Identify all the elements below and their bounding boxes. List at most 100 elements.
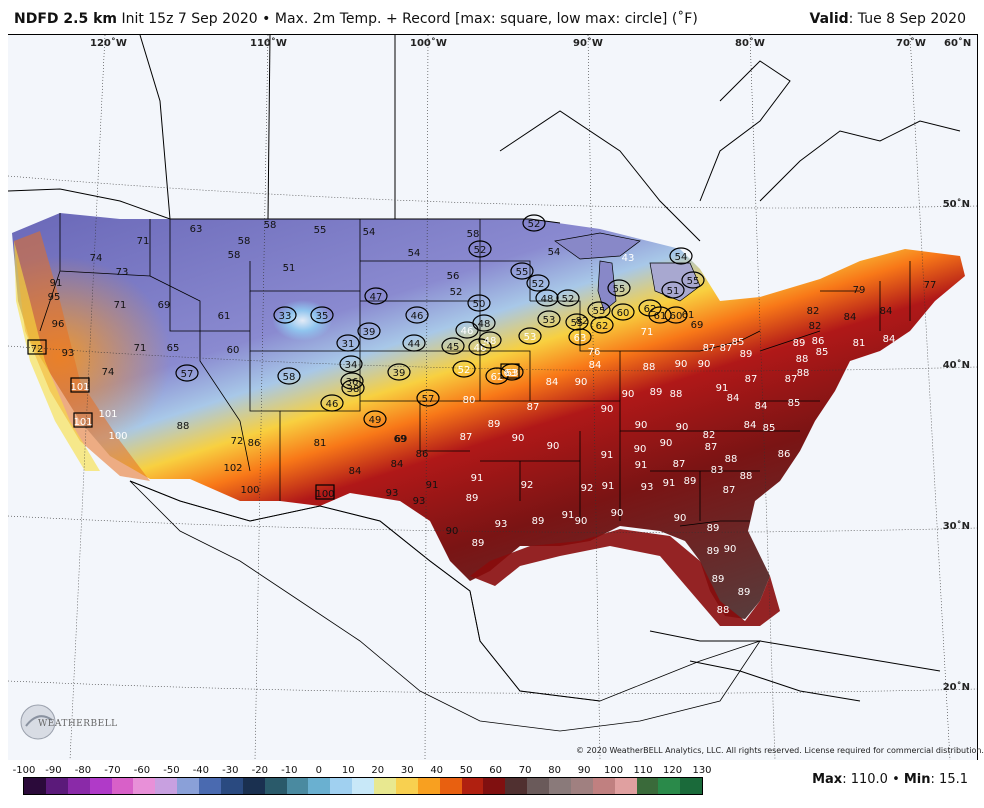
record-low-max-marker: 36 bbox=[340, 372, 364, 390]
record-square bbox=[315, 484, 335, 500]
temperature-text: 91 bbox=[663, 478, 676, 489]
record-low-max-marker: 58 bbox=[277, 367, 301, 385]
temperature-text: 101 bbox=[70, 382, 89, 393]
temperature-text: 84 bbox=[349, 466, 362, 477]
temperature-value: 84 bbox=[589, 360, 602, 371]
temperature-value: 56 bbox=[447, 271, 460, 282]
gulf-warm-band bbox=[470, 529, 780, 626]
temperature-value: 82 bbox=[703, 430, 716, 441]
temperature-value: 90 bbox=[635, 420, 648, 431]
temperature-value: 89 bbox=[740, 349, 753, 360]
temperature-text: 87 bbox=[785, 374, 798, 385]
temperature-text: 90 bbox=[575, 516, 588, 527]
temperature-text: 84 bbox=[880, 306, 893, 317]
temperature-value: 93 bbox=[386, 488, 399, 499]
max-label: Max bbox=[812, 772, 843, 787]
temperature-value: 73 bbox=[116, 267, 129, 278]
temperature-value: 51 bbox=[283, 263, 296, 274]
colorbar-swatch bbox=[636, 778, 659, 794]
temperature-text: 89 bbox=[712, 574, 725, 585]
temperature-value: 85 bbox=[788, 398, 801, 409]
temperature-text: 88 bbox=[725, 454, 738, 465]
colorbar-swatch bbox=[549, 778, 571, 794]
init-time: Init 15z 7 Sep 2020 bbox=[121, 11, 258, 27]
colorbar-swatch bbox=[220, 778, 243, 794]
temperature-text: 45 bbox=[447, 342, 460, 353]
record-low-max-marker: 62 bbox=[485, 367, 509, 385]
temperature-value: 80 bbox=[463, 395, 476, 406]
temperature-value: 54 bbox=[408, 248, 421, 259]
temperature-text: 90 bbox=[675, 359, 688, 370]
temperature-text: 100 bbox=[315, 489, 334, 500]
colorbar-swatch bbox=[67, 778, 90, 794]
colorbar-swatch bbox=[177, 778, 199, 794]
record-low-max-marker: 48 bbox=[472, 314, 496, 332]
temperature-value: 84 bbox=[844, 312, 857, 323]
temperature-text: 88 bbox=[643, 362, 656, 373]
temperature-text: 90 bbox=[698, 359, 711, 370]
temperature-value: 93 bbox=[641, 482, 654, 493]
colorbar-tick-label: -40 bbox=[192, 765, 210, 776]
valid-date: : Tue 8 Sep 2020 bbox=[848, 11, 966, 27]
colorbar-swatch bbox=[286, 778, 309, 794]
colorbar-tick-label: 130 bbox=[692, 765, 712, 776]
temperature-text: 102 bbox=[223, 463, 242, 474]
coastlines bbox=[8, 35, 961, 702]
record-circle bbox=[669, 247, 693, 265]
temperature-value: 84 bbox=[883, 334, 896, 345]
record-low-max-marker: 52 bbox=[556, 289, 580, 307]
temperature-value: 90 bbox=[575, 377, 588, 388]
record-circle bbox=[661, 281, 685, 299]
temperature-text: 93 bbox=[641, 482, 654, 493]
temperature-text: 39 bbox=[393, 368, 406, 379]
min-value: : 15.1 bbox=[930, 772, 968, 787]
temperature-value: 88 bbox=[796, 354, 809, 365]
temperature-text: 100 bbox=[240, 485, 259, 496]
record-low-max-marker: 46 bbox=[405, 306, 429, 324]
colorbar-swatch bbox=[242, 778, 265, 794]
temperature-text: 82 bbox=[576, 316, 589, 327]
temperature-text: 54 bbox=[675, 252, 688, 263]
temperature-value: 72 bbox=[231, 436, 244, 447]
temperature-value: 79 bbox=[853, 285, 866, 296]
colorbar-tick-label: -100 bbox=[12, 765, 36, 776]
temperature-text: 81 bbox=[314, 438, 327, 449]
record-circle bbox=[537, 310, 561, 328]
record-low-max-marker: 54 bbox=[669, 247, 693, 265]
temperature-value: 89 bbox=[793, 338, 806, 349]
map-frame[interactable]: 71 74 73 91 95 71 69 96 61 71 65 60 93 74 101 100 88 72 86… bbox=[8, 34, 978, 760]
colorbar-tick-label: 20 bbox=[371, 765, 385, 776]
temperature-text: 60 bbox=[670, 311, 683, 322]
record-low-max-marker: 55 bbox=[510, 262, 534, 280]
temperature-value: 90 bbox=[446, 526, 459, 537]
temperature-text: 39 bbox=[363, 327, 376, 338]
record-circle bbox=[535, 289, 559, 307]
temperature-text: 89 bbox=[466, 493, 479, 504]
temperature-value: 58 bbox=[264, 220, 277, 231]
temperature-text: 58 bbox=[238, 236, 251, 247]
temperature-text: 79 bbox=[853, 285, 866, 296]
colorbar-swatch bbox=[592, 778, 615, 794]
temperature-value: 88 bbox=[725, 454, 738, 465]
record-low-max-marker: 55 bbox=[607, 279, 631, 297]
temperature-value: 84 bbox=[744, 420, 757, 431]
record-circle bbox=[452, 360, 476, 378]
temperature-text: 87 bbox=[527, 402, 540, 413]
temperature-text: 92 bbox=[521, 480, 534, 491]
max-value: : 110.0 bbox=[842, 772, 888, 787]
temperature-value: 54 bbox=[548, 247, 561, 258]
colorbar-tick-label: -10 bbox=[281, 765, 298, 776]
colorbar-tick-label: 60 bbox=[489, 765, 503, 776]
record-circle bbox=[357, 322, 381, 340]
temperature-value: 81 bbox=[853, 338, 866, 349]
temperature-value: 84 bbox=[727, 393, 740, 404]
temperature-text: 84 bbox=[744, 420, 757, 431]
temperature-value: 95 bbox=[48, 292, 61, 303]
record-circle bbox=[387, 363, 411, 381]
temperature-value: 84 bbox=[349, 466, 362, 477]
temperature-text: 80 bbox=[463, 395, 476, 406]
temperature-value: 90 bbox=[674, 513, 687, 524]
temperature-text: 61 bbox=[218, 311, 231, 322]
temperature-value: 93 bbox=[62, 348, 75, 359]
